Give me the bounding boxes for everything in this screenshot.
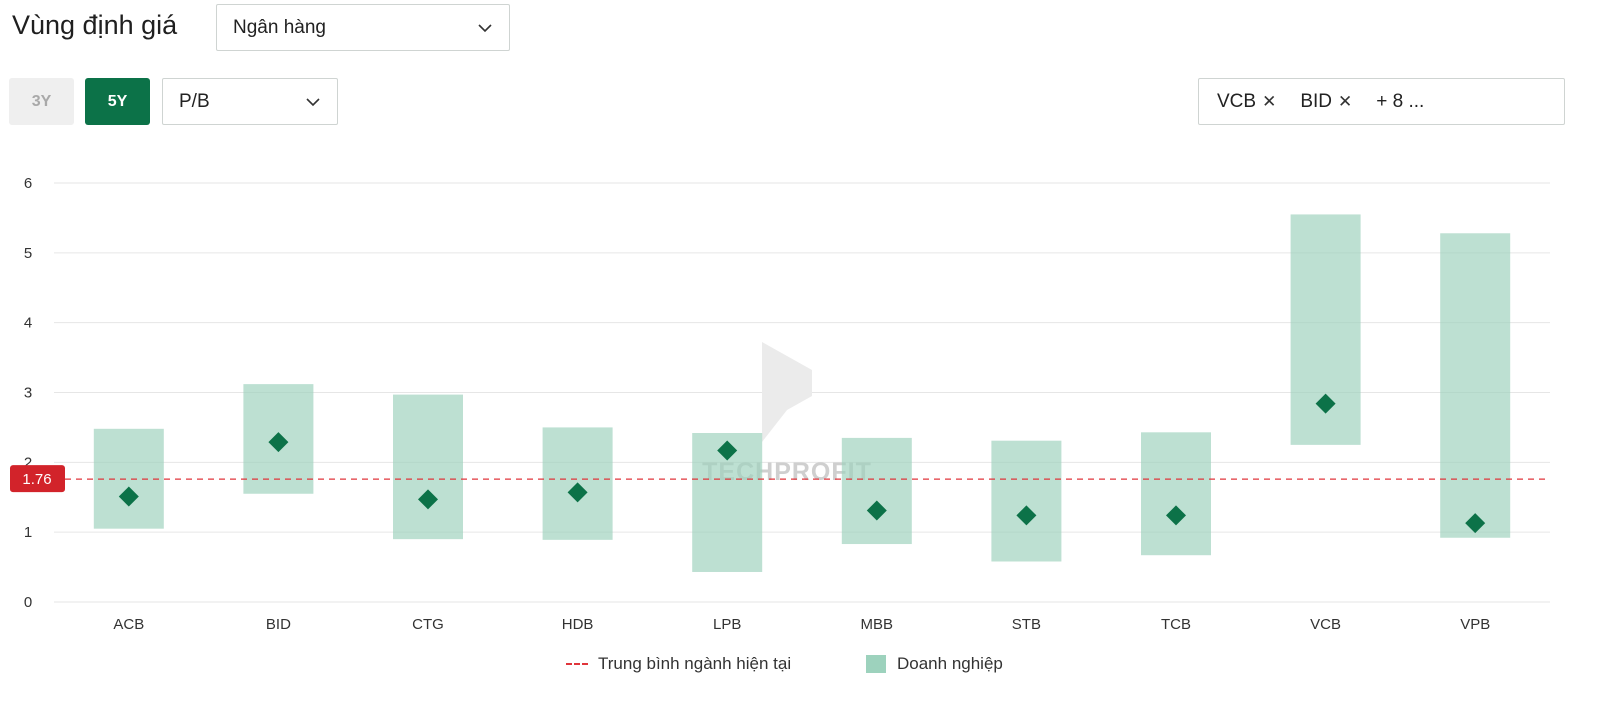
current-value-marker [1166, 505, 1186, 526]
legend-box-swatch [866, 655, 886, 673]
x-tick-label: MBB [861, 616, 894, 633]
period-3y-button[interactable]: 3Y [9, 78, 74, 125]
legend-label: Doanh nghiệp [897, 654, 1003, 673]
legend-label: Trung bình ngành hiện tại [598, 654, 792, 673]
metric-select-value: P/B [179, 90, 210, 112]
x-tick-label: ACB [113, 616, 144, 633]
current-value-marker [1465, 513, 1486, 534]
range-bar [93, 428, 164, 529]
legend-dash-swatch [566, 663, 588, 665]
current-value-marker [268, 432, 289, 453]
close-icon[interactable]: ✕ [1262, 91, 1277, 111]
range-bar [393, 394, 463, 540]
x-tick-label: VPB [1460, 616, 1490, 633]
chevron-down-icon [478, 23, 492, 32]
close-icon[interactable]: ✕ [1338, 91, 1353, 111]
ticker-filter[interactable]: VCB ✕ BID ✕ + 8 ... [1198, 78, 1565, 125]
sector-select-value: Ngân hàng [233, 16, 326, 38]
y-tick-label: 0 [24, 594, 32, 611]
ticker-tag-bid: BID ✕ [1300, 91, 1352, 113]
ticker-tag-label: BID [1300, 90, 1333, 112]
x-tick-label: HDB [562, 616, 594, 633]
x-tick-label: VCB [1310, 616, 1341, 633]
y-tick-label: 5 [24, 245, 32, 262]
current-value-marker [717, 440, 738, 461]
current-value-marker [1315, 393, 1336, 414]
x-tick-label: BID [266, 616, 291, 633]
current-value-marker [118, 486, 139, 507]
current-value-marker [567, 482, 588, 503]
y-tick-label: 6 [24, 175, 32, 192]
y-tick-label: 3 [24, 385, 32, 402]
legend-item-company[interactable]: Doanh nghiệp [866, 654, 1003, 674]
more-tickers-label[interactable]: + 8 ... [1376, 90, 1425, 112]
average-value-badge [10, 465, 65, 493]
current-value-marker [866, 500, 887, 521]
ticker-tag-vcb: VCB ✕ [1217, 91, 1276, 113]
x-tick-label: STB [1012, 616, 1041, 633]
watermark-logo [762, 342, 812, 442]
page-title: Vùng định giá [12, 10, 178, 40]
range-bar [841, 437, 912, 545]
range-bar [1141, 432, 1211, 556]
x-tick-label: TCB [1161, 616, 1191, 633]
chevron-down-icon [306, 97, 320, 106]
range-bar [991, 440, 1062, 562]
legend-item-average[interactable]: Trung bình ngành hiện tại [566, 654, 791, 674]
sector-select[interactable]: Ngân hàng [216, 4, 510, 51]
x-tick-label: CTG [412, 616, 444, 633]
current-value-marker [418, 489, 438, 510]
average-value-label: 1.76 [22, 471, 51, 488]
ticker-tag-label: VCB [1217, 90, 1257, 112]
metric-select[interactable]: P/B [162, 78, 338, 125]
y-tick-label: 1 [24, 524, 32, 541]
range-bar [1440, 233, 1511, 538]
x-tick-label: LPB [713, 616, 741, 633]
y-tick-label: 4 [24, 315, 32, 332]
current-value-marker [1016, 505, 1037, 526]
period-5y-button[interactable]: 5Y [85, 78, 150, 125]
y-tick-label: 2 [24, 454, 32, 471]
